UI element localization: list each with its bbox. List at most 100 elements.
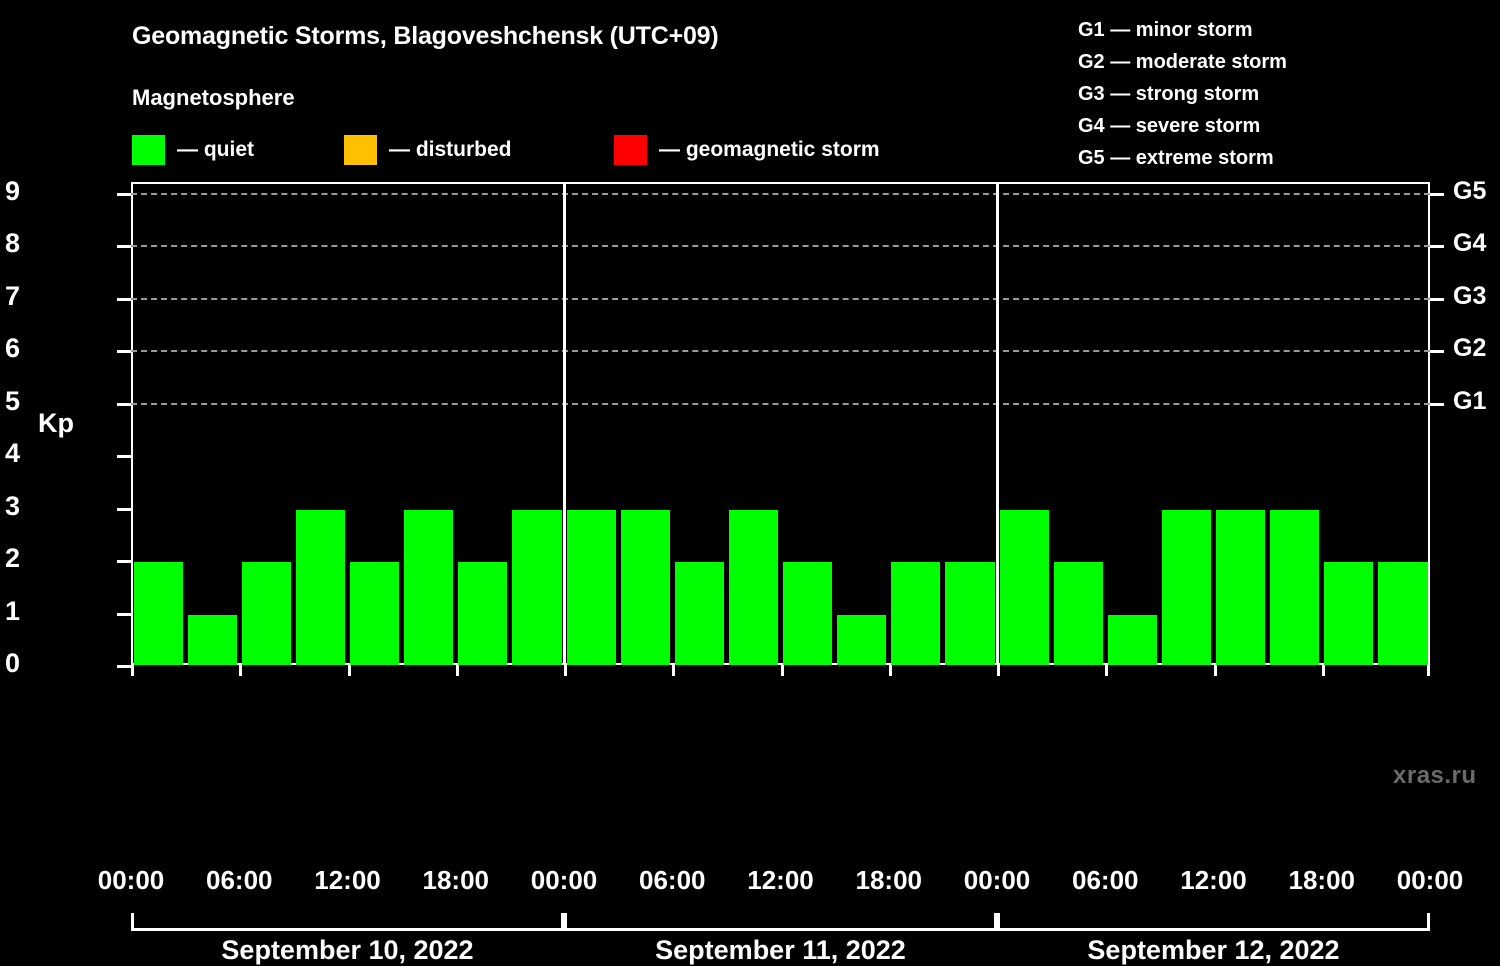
day-bracket [564, 913, 997, 931]
bar [1053, 562, 1103, 665]
bar [783, 562, 833, 665]
page-title: Geomagnetic Storms, Blagoveshchensk (UTC… [132, 22, 719, 50]
bar [458, 562, 508, 665]
day-label: September 12, 2022 [1087, 935, 1340, 965]
y-tick-mark [117, 350, 131, 353]
x-tick-label: 00:00 [97, 865, 165, 895]
x-tick-label: 00:00 [530, 865, 598, 895]
y-tick-label: 8 [4, 228, 20, 258]
x-tick-mark [780, 665, 784, 676]
g-tick-label-g5: G5 [1453, 176, 1487, 205]
bar [1378, 562, 1428, 665]
bar [728, 509, 778, 665]
y-tick-label: 9 [4, 175, 20, 206]
y-tick-mark [117, 245, 131, 248]
x-tick-mark [564, 665, 567, 676]
day-separator [995, 182, 999, 665]
y-tick-label: 2 [4, 543, 20, 573]
x-tick-mark [997, 665, 1000, 676]
x-tick-label: 18:00 [855, 865, 923, 895]
g-tick-mark-g3 [1430, 297, 1444, 301]
x-tick-label: 12:00 [747, 865, 814, 895]
x-tick-label: 18:00 [1288, 865, 1356, 895]
day-separator [562, 182, 566, 665]
g-tick-label-g1: G1 [1453, 386, 1487, 415]
g-tick-label-g3: G3 [1453, 281, 1487, 310]
y-tick-mark [117, 192, 131, 196]
gridline-kp-6 [131, 350, 1430, 352]
x-tick-mark [1105, 665, 1109, 676]
g-scale-legend: G1 — minor storm G2 — moderate storm G3 … [1078, 14, 1498, 174]
bar [1324, 562, 1374, 665]
g-tick-label-g2: G2 [1453, 334, 1487, 362]
y-tick-mark [117, 455, 131, 458]
x-tick-mark [1321, 665, 1325, 676]
y-tick-label: 0 [4, 648, 20, 678]
g-tick-mark-g4 [1430, 245, 1444, 248]
g-tick-mark-g2 [1430, 350, 1444, 353]
x-tick-mark [1213, 665, 1217, 676]
legend-label-geomagnetic-storm: — geomagnetic storm [659, 138, 880, 161]
x-tick-label: 06:00 [206, 865, 273, 895]
y-axis-title: Kp [38, 408, 74, 438]
y-tick-mark [117, 402, 131, 406]
bar [999, 509, 1049, 665]
bar [295, 509, 345, 665]
day-label: September 11, 2022 [655, 935, 906, 965]
x-tick-label: 00:00 [1396, 865, 1464, 895]
legend-item-disturbed: — disturbed [344, 134, 512, 166]
gridline-kp-5 [131, 402, 1430, 405]
bar [512, 509, 562, 665]
gridline-kp-8 [131, 245, 1430, 247]
bar [674, 562, 724, 665]
orange-square-swatch-icon [344, 135, 377, 165]
bar [404, 509, 454, 665]
g-scale-row-g3: G3 — strong storm [1078, 83, 1260, 105]
watermark: xras.ru [1393, 762, 1477, 789]
y-tick-label: 3 [4, 490, 20, 521]
y-tick-mark [117, 665, 131, 668]
bar [620, 509, 670, 665]
x-tick-label: 18:00 [422, 865, 490, 895]
y-tick-mark [117, 612, 131, 616]
bar [133, 562, 183, 665]
x-tick-mark [131, 665, 134, 676]
y-tick-label: 4 [4, 438, 20, 468]
x-tick-mark [672, 665, 676, 676]
x-tick-label: 12:00 [1180, 865, 1247, 895]
bar [241, 562, 291, 665]
legend-item-quiet: — quiet [132, 134, 254, 166]
g-tick-label-g4: G4 [1453, 229, 1487, 257]
bar [1107, 614, 1157, 665]
g-scale-row-g1: G1 — minor storm [1078, 19, 1253, 41]
g-tick-mark-g5 [1430, 192, 1444, 196]
y-tick-label: 7 [4, 280, 20, 311]
y-tick-label: 6 [4, 333, 20, 363]
y-tick-label: 5 [4, 385, 20, 416]
g-scale-row-g2: G2 — moderate storm [1078, 51, 1287, 73]
x-tick-mark [1427, 665, 1430, 676]
y-tick-mark [117, 507, 131, 511]
gridline-kp-7 [131, 297, 1430, 300]
day-bracket [997, 913, 1430, 931]
bar [837, 614, 887, 665]
legend-label-disturbed: — disturbed [389, 138, 512, 161]
x-tick-mark [888, 665, 892, 676]
bar [1216, 509, 1266, 665]
legend-label-quiet: — quiet [177, 138, 254, 161]
chart-canvas: Geomagnetic Storms, Blagoveshchensk (UTC… [4, 14, 1498, 965]
y-tick-mark [117, 560, 131, 563]
red-square-swatch-icon [614, 135, 647, 165]
bar [891, 562, 941, 665]
bar [945, 562, 995, 665]
bar [566, 509, 616, 665]
bar [350, 562, 400, 665]
x-tick-label: 00:00 [963, 865, 1031, 895]
y-tick-label: 1 [4, 595, 20, 626]
legend-item-geomagnetic-storm: — geomagnetic storm [614, 134, 880, 166]
bar [1161, 509, 1211, 665]
x-tick-mark [455, 665, 459, 676]
g-scale-row-g4: G4 — severe storm [1078, 115, 1261, 137]
bar [1270, 509, 1320, 665]
gridline-kp-9 [131, 192, 1430, 195]
